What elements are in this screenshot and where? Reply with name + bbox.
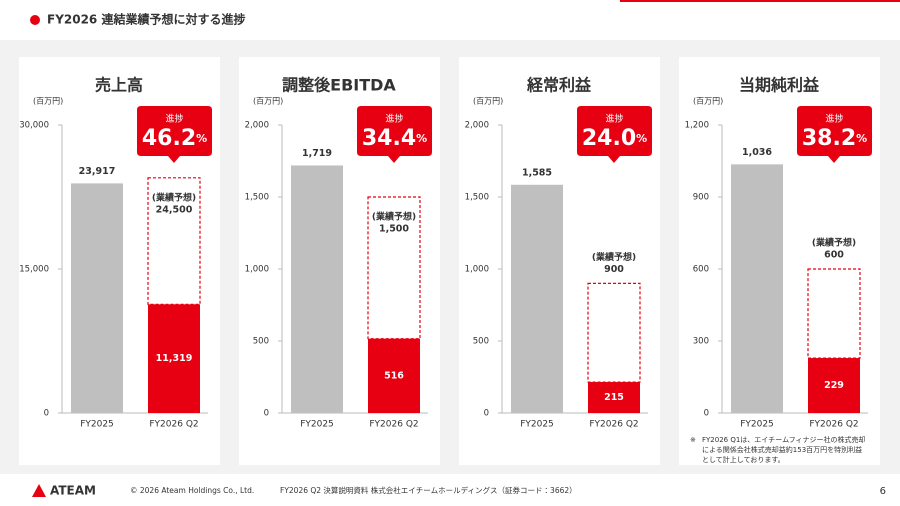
forecast-box (807, 268, 861, 359)
x-tick-label: FY2026 Q2 (369, 420, 418, 430)
header-band (0, 0, 900, 40)
forecast-label: (業績予想) (152, 191, 196, 203)
forecast-value-label: 24,500 (156, 204, 193, 215)
unit-label: (百万円) (253, 97, 283, 106)
y-tick-label: 1,500 (245, 193, 269, 203)
forecast-label: (業績予想) (592, 251, 636, 263)
bar (808, 358, 860, 413)
forecast-label: (業績予想) (372, 211, 416, 223)
progress-value: 24.0 (582, 126, 636, 151)
forecast-value-label: 900 (604, 264, 624, 275)
y-tick-label: 500 (253, 337, 269, 347)
bar (588, 382, 640, 413)
forecast-value-label: 600 (824, 250, 844, 261)
value-label: 215 (604, 392, 624, 403)
progress-text: 46.2% (142, 126, 207, 151)
progress-text: 38.2% (802, 126, 867, 151)
forecast-value-label: 1,500 (379, 224, 409, 235)
page-number: 6 (880, 486, 886, 497)
progress-text: 34.4% (362, 126, 427, 151)
x-tick-label: FY2026 Q2 (809, 420, 858, 430)
chart-title: 調整後EBITDA (282, 76, 396, 95)
chart-title: 経常利益 (526, 76, 592, 95)
bar (291, 165, 343, 413)
y-tick-label: 1,500 (465, 193, 489, 203)
x-tick-label: FY2026 Q2 (589, 420, 638, 430)
header-accent (620, 0, 900, 2)
value-label: 1,036 (742, 147, 772, 158)
progress-badge (577, 106, 652, 163)
y-tick-label: 1,000 (245, 265, 269, 275)
header-title: FY2026 連結業績予想に対する進捗 (47, 12, 245, 27)
forecast-label: (業績予想) (812, 237, 856, 249)
y-tick-label: 600 (693, 265, 709, 275)
bar (368, 338, 420, 413)
progress-unit: % (416, 132, 427, 145)
progress-label: 進捗 (825, 113, 843, 125)
y-tick-label: 2,000 (465, 121, 489, 131)
document-info: FY2026 Q2 決算説明資料 株式会社エイチームホールディングス（証券コード… (280, 485, 577, 495)
chart-title: 売上高 (95, 76, 143, 95)
unit-label: (百万円) (33, 97, 63, 106)
x-tick-label: FY2025 (80, 420, 114, 430)
value-label: 1,719 (302, 148, 332, 159)
y-tick-label: 0 (264, 409, 269, 419)
chart-title: 当期純利益 (739, 76, 820, 95)
note-mark: ※ (690, 436, 696, 444)
progress-label: 進捗 (605, 113, 623, 125)
logo-icon (32, 484, 46, 497)
note-line: FY2026 Q1は、エイチームフィナジー社の株式売却 (702, 435, 866, 444)
progress-unit: % (636, 132, 647, 145)
copyright: © 2026 Ateam Holdings Co., Ltd. (130, 486, 254, 495)
note-line: として計上しております。 (702, 455, 785, 464)
x-tick-label: FY2025 (300, 420, 334, 430)
progress-badge (357, 106, 432, 163)
header-bullet (30, 15, 40, 25)
progress-badge (797, 106, 872, 163)
y-tick-label: 30,000 (19, 121, 49, 131)
y-tick-label: 15,000 (19, 265, 49, 275)
y-tick-label: 1,000 (465, 265, 489, 275)
progress-value: 38.2 (802, 126, 856, 151)
progress-label: 進捗 (165, 113, 183, 125)
value-label: 516 (384, 370, 404, 381)
bar (148, 304, 200, 413)
bar (71, 183, 123, 413)
unit-label: (百万円) (693, 97, 723, 106)
unit-label: (百万円) (473, 97, 503, 106)
x-tick-label: FY2025 (520, 420, 554, 430)
charts: 売上高 (百万円) 0 15,000 30,000 FY2025 23,917 FY2026 … (19, 57, 880, 465)
y-tick-label: 1,200 (685, 121, 709, 131)
logo-text: ATEAM (50, 484, 96, 498)
progress-value: 46.2 (142, 126, 196, 151)
progress-label: 進捗 (385, 113, 403, 125)
bar (511, 184, 563, 413)
value-label: 23,917 (79, 166, 116, 177)
y-tick-label: 300 (693, 337, 709, 347)
y-tick-label: 0 (704, 409, 709, 419)
y-tick-label: 0 (484, 409, 489, 419)
y-tick-label: 900 (693, 193, 709, 203)
progress-unit: % (856, 132, 867, 145)
forecast-box (587, 282, 641, 383)
y-tick-label: 2,000 (245, 121, 269, 131)
value-label: 11,319 (156, 353, 193, 364)
y-tick-label: 500 (473, 337, 489, 347)
progress-value: 34.4 (362, 126, 416, 151)
x-tick-label: FY2025 (740, 420, 774, 430)
progress-text: 24.0% (582, 126, 647, 151)
forecast-box (367, 196, 421, 340)
note-line: による関係会社株式売却益約153百万円を特別利益 (702, 445, 862, 454)
bar (731, 164, 783, 413)
progress-badge (137, 106, 212, 163)
forecast-box (147, 177, 201, 305)
footer-band (0, 474, 900, 506)
value-label: 1,585 (522, 167, 552, 178)
progress-unit: % (196, 132, 207, 145)
x-tick-label: FY2026 Q2 (149, 420, 198, 430)
y-tick-label: 0 (44, 409, 49, 419)
value-label: 229 (824, 380, 844, 391)
